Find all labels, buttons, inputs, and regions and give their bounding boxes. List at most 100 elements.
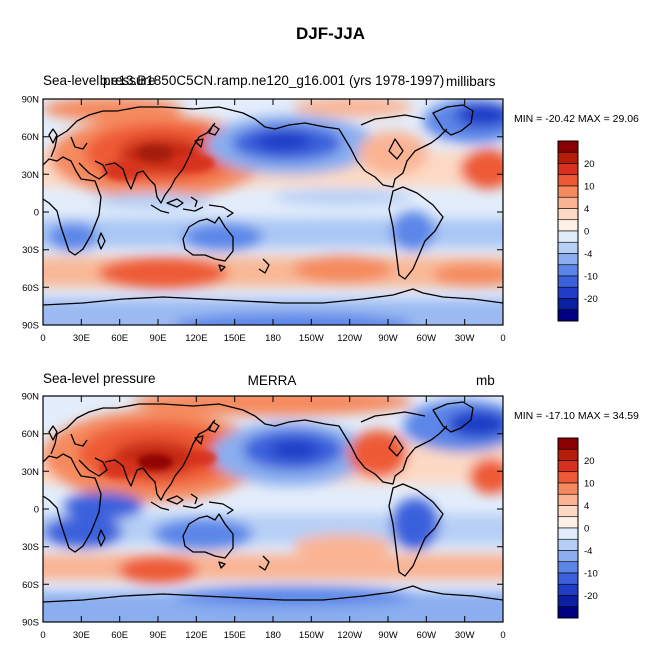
panel-2-colorbar-swatch xyxy=(557,572,579,585)
panel-1-colorbar-swatch xyxy=(557,219,579,232)
panel-1-lon-tick-label: 90E xyxy=(150,333,167,344)
panel-1-lat-tick-label: 60N xyxy=(22,132,40,143)
panel-2-lat-tick-label: 60N xyxy=(22,429,40,440)
panel-1-lon-tick-label: 180 xyxy=(265,333,281,344)
panel-2-colorbar-label: 0 xyxy=(584,524,589,535)
panel-1-colorbar-frame xyxy=(557,140,579,322)
panel-1-colorbar-label: 20 xyxy=(584,159,595,170)
panel-2-lat-tick-label: 90S xyxy=(22,618,39,629)
panel-1-map xyxy=(42,98,504,326)
panel-2-colorbar-swatch xyxy=(557,561,579,574)
panel-1-colorbar-swatch xyxy=(557,140,579,153)
panel-2-colorbar-swatch xyxy=(557,583,579,596)
panel-2-lon-tick-label: 90E xyxy=(150,630,167,641)
panel-2-lon-tick-label: 150E xyxy=(224,630,246,641)
panel-1-lon-tick-label: 60E xyxy=(111,333,128,344)
panel-2-colorbar-swatch xyxy=(557,550,579,563)
panel-1-colorbar-label: -20 xyxy=(584,294,598,305)
panel-2-min-max: MIN = -17.10 MAX = 34.59 xyxy=(514,410,639,422)
panel-1-colorbar-swatch xyxy=(557,208,579,221)
panel-1-colorbar-swatch xyxy=(557,163,579,176)
panel-1-colorbar-swatch xyxy=(557,309,579,322)
panel-2-lon-tick-label: 180 xyxy=(265,630,281,641)
panel-1-lat-tick-label: 90N xyxy=(22,95,40,106)
panel-1-colorbar-label: 4 xyxy=(584,204,589,215)
panel-1-colorbar-swatch xyxy=(557,174,579,187)
page-title: DJF-JJA xyxy=(296,24,365,43)
panel-2-colorbar-swatch xyxy=(557,606,579,619)
panel-2-colorbar-swatch xyxy=(557,448,579,461)
panel-2-colorbar-swatch xyxy=(557,505,579,518)
panel-1-lon-tick-label: 30E xyxy=(73,333,90,344)
panel-2-colorbar-label: -20 xyxy=(584,591,598,602)
panel-1-lon-tick-label: 150W xyxy=(299,333,324,344)
panel-2-lat-tick-label: 30S xyxy=(22,542,39,553)
colorbars: 20 10 4 0 -4 -10 -20 20 10 4 0 -4 -10 -20 xyxy=(557,140,598,619)
panel-2-contour-field xyxy=(43,396,503,622)
panel-1-colorbar-swatch xyxy=(557,185,579,198)
panel-1-lon-tick-label: 150E xyxy=(224,333,246,344)
panel-2-colorbar-frame xyxy=(557,437,579,619)
panel-2-right-title: mb xyxy=(476,373,495,388)
panel-1-lon-tick-label: 60W xyxy=(417,333,437,344)
panel-1-center-title: b.e13.B1850C5CN.ramp.ne120_g16.001 (yrs … xyxy=(99,73,445,88)
panel-2-lat-tick-label: 60S xyxy=(22,580,39,591)
panel-2-left-title: Sea-level pressure xyxy=(43,371,156,386)
panel-1-lat-tick-label: 0 xyxy=(34,208,39,219)
panel-2-colorbar-label: 4 xyxy=(584,501,589,512)
panel-2-lon-tick-label: 120E xyxy=(185,630,207,641)
panel-1-contour-field xyxy=(43,99,503,325)
panel-2-colorbar-swatch xyxy=(557,516,579,529)
panel-2-lon-tick-label: 60E xyxy=(111,630,128,641)
panel-2-center-title: MERRA xyxy=(247,373,297,388)
panel-1-lat-tick-label: 30S xyxy=(22,245,39,256)
panel-1-colorbar-swatch xyxy=(557,298,579,311)
panel-2-colorbar-label: 20 xyxy=(584,456,595,467)
panel-1-colorbar-swatch xyxy=(557,151,579,164)
panel-2-lat-tick-label: 90N xyxy=(22,392,40,403)
panel-1-colorbar-swatch xyxy=(557,253,579,266)
panel-2-colorbar-swatch xyxy=(557,527,579,540)
panel-1-lon-tick-label: 120W xyxy=(337,333,362,344)
panel-1-right-title: millibars xyxy=(446,74,496,89)
panel-1-colorbar-label: 0 xyxy=(584,227,589,238)
panel-1-colorbar-swatch xyxy=(557,196,579,209)
panel-1-colorbar-label: -4 xyxy=(584,249,592,260)
panel-2-lat-tick-label: 0 xyxy=(34,505,39,516)
panel-2-lon-tick-label: 0 xyxy=(500,630,505,641)
panel-1-left-title: Sea-level pressure xyxy=(43,73,156,88)
panel-2-lat-tick-label: 30N xyxy=(22,467,40,478)
panel-2-colorbar-swatch xyxy=(557,460,579,473)
panel-1-colorbar-swatch xyxy=(557,275,579,288)
panel-1-lon-tick-label: 30W xyxy=(455,333,475,344)
panel-2-lon-tick-label: 60W xyxy=(417,630,437,641)
panel-2-colorbar-swatch xyxy=(557,595,579,608)
panel-2-colorbar-swatch xyxy=(557,437,579,450)
panel-2-lon-tick-label: 120W xyxy=(337,630,362,641)
panel-2-colorbar-swatch xyxy=(557,482,579,495)
panel-2-lon-tick-label: 0 xyxy=(40,630,45,641)
panel-1-colorbar-swatch xyxy=(557,241,579,254)
panel-1-lon-tick-label: 0 xyxy=(40,333,45,344)
panel-2-colorbar-swatch xyxy=(557,471,579,484)
panel-1-colorbar-label: -10 xyxy=(584,272,598,283)
panel-2-map xyxy=(42,395,504,623)
panel-2-lon-tick-label: 30W xyxy=(455,630,475,641)
panel-2-colorbar-label: 10 xyxy=(584,479,595,490)
panel-1-min-max: MIN = -20.42 MAX = 29.06 xyxy=(514,113,639,125)
panel-2-colorbar-swatch xyxy=(557,493,579,506)
panel-2-colorbar-label: -4 xyxy=(584,546,592,557)
panel-1-colorbar-swatch xyxy=(557,264,579,277)
panel-1-lat-tick-label: 30N xyxy=(22,170,40,181)
panel-1-colorbar-label: 10 xyxy=(584,182,595,193)
panel-1-lat-tick-label: 90S xyxy=(22,321,39,332)
panel-1-colorbar-swatch xyxy=(557,286,579,299)
panel-1-lon-tick-label: 120E xyxy=(185,333,207,344)
panel-1-lon-tick-label: 0 xyxy=(500,333,505,344)
panel-2-colorbar-swatch xyxy=(557,538,579,551)
panel-2-colorbar-label: -10 xyxy=(584,569,598,580)
panel-1-lon-tick-label: 90W xyxy=(378,333,398,344)
panel-1-lat-tick-label: 60S xyxy=(22,283,39,294)
